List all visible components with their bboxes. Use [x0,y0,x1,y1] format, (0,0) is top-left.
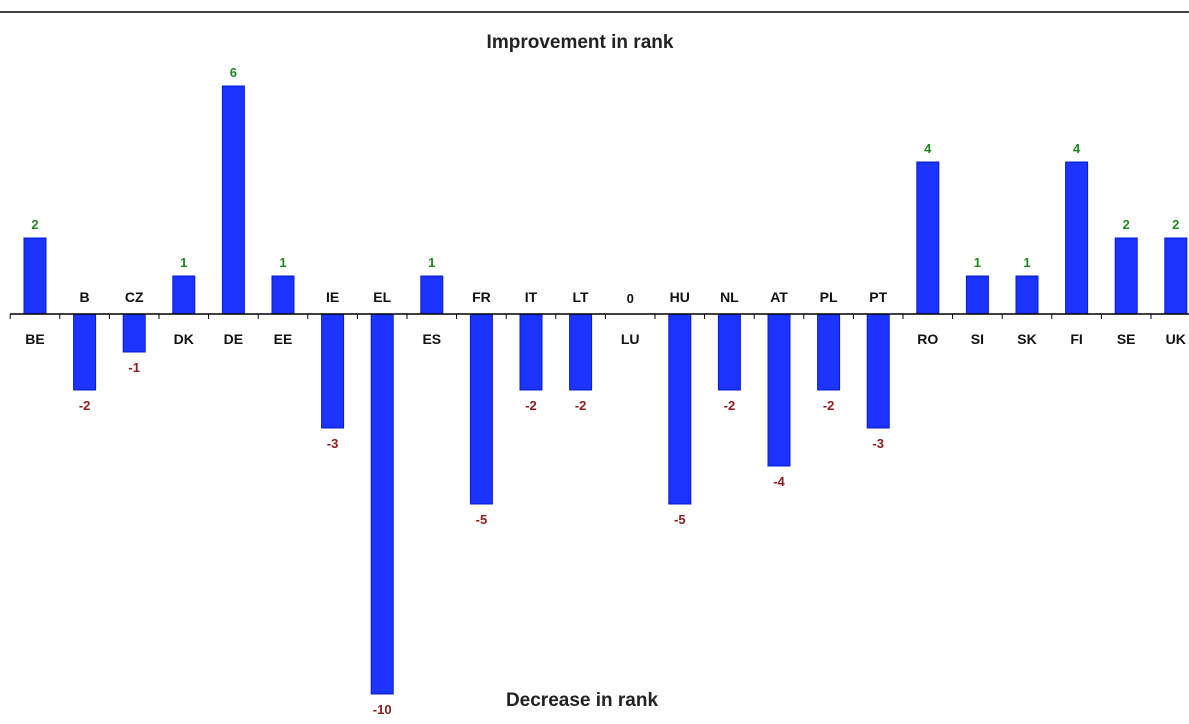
bar-sk [1015,275,1039,315]
category-label-pt: PT [869,289,887,305]
value-label-fr: -5 [476,512,488,527]
category-label-at: AT [770,289,788,305]
category-label-ro: RO [917,331,938,347]
category-label-sk: SK [1017,331,1036,347]
category-label-fi: FI [1070,331,1082,347]
category-label-dk: DK [174,331,194,347]
bar-be [23,237,47,315]
bar-ro [916,161,940,315]
category-label-de: DE [224,331,243,347]
value-label-pt: -3 [872,436,884,451]
bar-el [370,313,394,695]
value-label-dk: 1 [180,255,187,270]
bar-si [965,275,989,315]
bar-nl [717,313,741,391]
value-label-de: 6 [230,65,237,80]
value-label-se: 2 [1123,217,1130,232]
category-label-b: B [80,289,90,305]
category-label-si: SI [971,331,984,347]
value-label-at: -4 [773,474,785,489]
bar-fi [1065,161,1089,315]
value-label-ie: -3 [327,436,339,451]
bar-it [519,313,543,391]
bar-fr [469,313,493,505]
bar-es [420,275,444,315]
value-label-lt: -2 [575,398,587,413]
value-label-nl: -2 [724,398,736,413]
value-label-be: 2 [31,217,38,232]
bar-pt [866,313,890,429]
category-label-uk: UK [1166,331,1186,347]
category-label-se: SE [1117,331,1136,347]
category-label-lt: LT [573,289,590,305]
value-label-hu: -5 [674,512,686,527]
bar-b [73,313,97,391]
bars-layer [23,85,1188,695]
chart-title: Improvement in rank [487,32,674,53]
value-label-ro: 4 [924,141,932,156]
value-label-b: -2 [79,398,91,413]
category-label-ie: IE [326,289,339,305]
value-label-ee: 1 [279,255,286,270]
category-label-lu: LU [621,331,640,347]
value-label-cz: -1 [128,360,140,375]
value-label-lu: 0 [627,291,634,306]
bar-ie [321,313,345,429]
labels-layer: BE 2 B -2 CZ -1 DK 1 DE 6 EE 1 IE -3 EL -10 ES 1 FR -5 IT -2 L… [25,65,1186,717]
bar-se [1114,237,1138,315]
value-label-si: 1 [974,255,981,270]
category-label-el: EL [373,289,391,305]
bar-ee [271,275,295,315]
bar-lt [569,313,593,391]
category-label-cz: CZ [125,289,144,305]
bar-dk [172,275,196,315]
category-label-hu: HU [670,289,690,305]
category-label-es: ES [422,331,441,347]
category-label-it: IT [525,289,538,305]
category-label-pl: PL [820,289,838,305]
bar-pl [817,313,841,391]
axis-layer [9,313,1189,319]
category-label-be: BE [25,331,44,347]
value-label-pl: -2 [823,398,835,413]
bar-cz [122,313,146,353]
value-label-it: -2 [525,398,537,413]
value-label-fi: 4 [1073,141,1081,156]
bar-hu [668,313,692,505]
value-label-sk: 1 [1023,255,1030,270]
category-label-nl: NL [720,289,739,305]
chart-bottom-title: Decrease in rank [506,690,659,711]
value-label-es: 1 [428,255,435,270]
value-label-el: -10 [373,702,392,717]
bar-at [767,313,791,467]
category-label-ee: EE [274,331,293,347]
value-label-uk: 2 [1172,217,1179,232]
bar-uk [1164,237,1188,315]
bar-de [221,85,245,315]
category-label-fr: FR [472,289,491,305]
